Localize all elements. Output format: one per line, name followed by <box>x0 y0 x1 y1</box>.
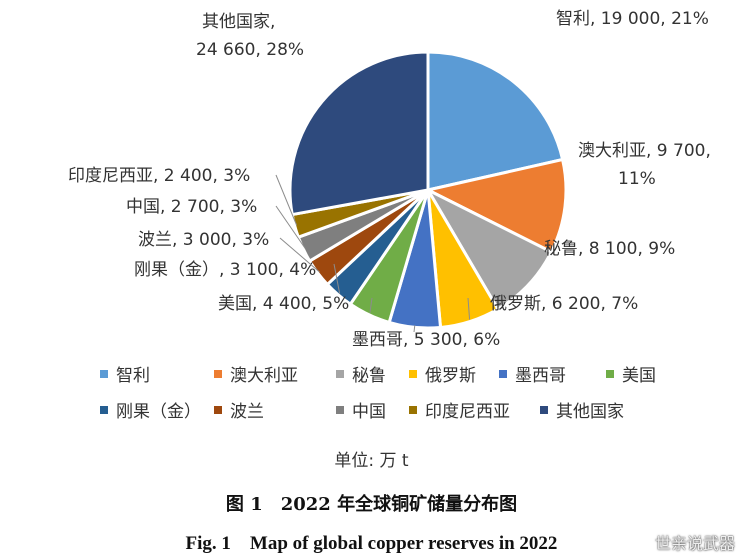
pie-slice-chile <box>426 50 565 192</box>
legend-swatch <box>336 405 344 414</box>
data-label-mexico: 墨西哥, 5 300, 6% <box>352 330 500 350</box>
legend-swatch <box>214 369 222 378</box>
leader-line-drc <box>333 263 341 294</box>
data-label-indonesia: 印度尼西亚, 2 400, 3% <box>68 166 250 186</box>
data-label-china: 中国, 2 700, 3% <box>126 197 257 217</box>
legend-item-poland: 波兰 <box>214 397 264 422</box>
data-label-drc: 刚果（金）, 3 100, 4% <box>134 260 316 280</box>
legend-item-usa: 美国 <box>606 361 656 386</box>
leader-line-china <box>275 205 306 249</box>
leader-line-mexico <box>413 325 416 333</box>
leader-line-poland <box>279 237 320 273</box>
legend-swatch <box>336 369 344 378</box>
data-label-chile: 智利, 19 000, 21% <box>556 9 709 29</box>
legend-item-others: 其他国家 <box>540 397 624 422</box>
leader-line-russia <box>467 297 471 320</box>
legend-item-indonesia: 印度尼西亚 <box>409 397 510 422</box>
pie-slice-peru <box>424 186 554 312</box>
leader-line-indonesia <box>275 174 298 226</box>
legend-item-drc: 刚果（金） <box>100 397 201 422</box>
figure-caption-en: Fig. 1 Map of global copper reserves in … <box>185 533 558 554</box>
legend-swatch <box>214 405 222 414</box>
legend-swatch <box>409 369 417 378</box>
data-label-peru: 秘鲁, 8 100, 9% <box>544 239 675 259</box>
legend-item-mexico: 墨西哥 <box>499 361 566 386</box>
legend-item-chile: 智利 <box>100 361 150 386</box>
legend-item-peru: 秘鲁 <box>336 361 386 386</box>
legend-item-china: 中国 <box>336 397 386 422</box>
legend-item-australia: 澳大利亚 <box>214 361 298 386</box>
pie-slice-australia <box>423 157 568 254</box>
data-label-australia-line2: 11% <box>618 169 656 189</box>
legend-swatch <box>100 369 108 378</box>
unit-label: 单位: 万 t <box>334 451 409 471</box>
legend-row-2: 刚果（金） 波兰 中国 印度尼西亚 其他国家 <box>0 397 743 422</box>
figure-caption-cn: 图 1 2022 年全球铜矿储量分布图 <box>225 494 518 515</box>
data-label-others-line2: 24 660, 28% <box>196 40 304 60</box>
legend-item-russia: 俄罗斯 <box>409 361 476 386</box>
legend-swatch <box>540 405 548 414</box>
legend-swatch <box>409 405 417 414</box>
watermark: 世亲说武器 <box>654 534 735 553</box>
leader-line-usa <box>369 297 373 314</box>
pie-chart: 智利, 19 000, 21% 澳大利亚, 9 700, 11% 秘鲁, 8 100,… <box>68 9 711 350</box>
pie-slice-others <box>288 50 430 217</box>
data-label-poland: 波兰, 3 000, 3% <box>138 230 269 250</box>
data-label-australia: 澳大利亚, 9 700, <box>578 141 711 161</box>
legend-swatch <box>100 405 108 414</box>
legend-row-1: 智利 澳大利亚 秘鲁 俄罗斯 墨西哥 美国 <box>0 361 743 386</box>
legend-swatch <box>499 369 507 378</box>
data-label-usa: 美国, 4 400, 5% <box>218 294 349 314</box>
data-label-russia: 俄罗斯, 6 200, 7% <box>490 294 638 314</box>
data-label-others: 其他国家, <box>202 12 275 32</box>
legend-swatch <box>606 369 614 378</box>
